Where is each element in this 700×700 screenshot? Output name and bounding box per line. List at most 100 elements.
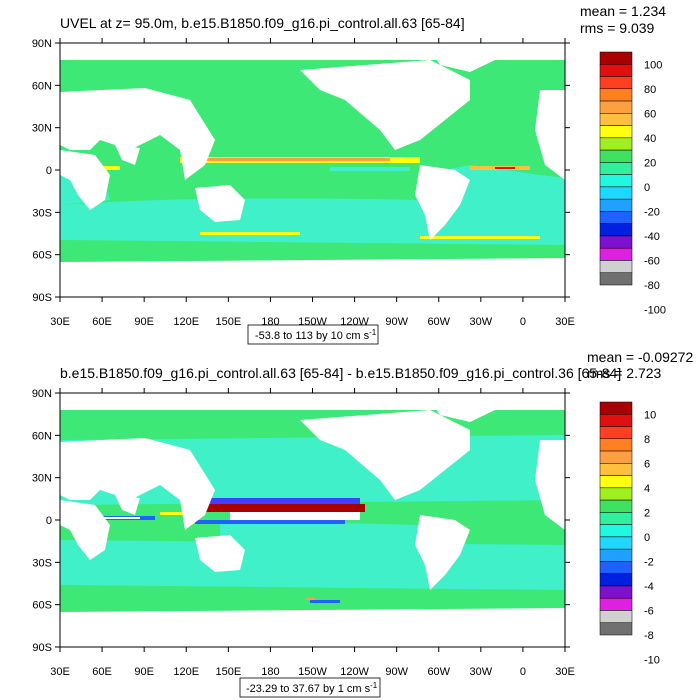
lon-label: 30E <box>50 666 70 678</box>
colorbar-label: -80 <box>644 280 660 292</box>
lat-label: 60N <box>32 80 52 92</box>
colorbar-swatch <box>599 137 633 151</box>
colorbar: 100 80 60 40 20 0 -20 -40 -60 -80 -100 <box>599 51 666 317</box>
colorbar-label: 100 <box>644 59 662 71</box>
colorbar-swatch <box>599 149 633 163</box>
colorbar: 10 8 6 4 2 0 -2 -4 -6 -8 -10 <box>599 401 660 667</box>
stats-mean: mean = -0.09272 <box>587 349 693 365</box>
colorbar-label: -40 <box>644 231 660 243</box>
map-field <box>60 393 565 647</box>
range-box <box>247 324 379 345</box>
lon-label: 120E <box>173 316 199 328</box>
colorbar-swatch <box>599 622 633 636</box>
colorbar-label: 20 <box>644 157 656 169</box>
colorbar-swatch <box>599 438 633 452</box>
colorbar-swatch <box>599 548 633 562</box>
lon-label: 120E <box>173 666 199 678</box>
lon-label: 60E <box>92 666 112 678</box>
lon-label: 90E <box>134 666 154 678</box>
lon-label: 90W <box>385 316 408 328</box>
colorbar-swatch <box>599 186 633 200</box>
lat-label: 30N <box>32 123 52 135</box>
colorbar-label: -20 <box>644 206 660 218</box>
panel-title: UVEL at z= 95.0m, b.e15.B1850.f09_g16.pi… <box>60 15 465 31</box>
colorbar-swatch <box>599 198 633 212</box>
stats-rms: rms = 9.039 <box>580 20 655 36</box>
colorbar-swatch <box>599 223 633 237</box>
colorbar-label: 0 <box>644 182 650 194</box>
colorbar-swatch <box>599 260 633 273</box>
colorbar-swatch <box>599 64 633 77</box>
colorbar-swatch <box>599 174 633 188</box>
colorbar-label: -8 <box>644 630 654 642</box>
colorbar-swatch <box>599 247 633 261</box>
lon-label: 180 <box>261 666 279 678</box>
lat-label: 60N <box>32 430 52 442</box>
lon-label: 30W <box>470 666 493 678</box>
colorbar-swatch <box>599 162 633 175</box>
colorbar-swatch <box>599 113 633 126</box>
colorbar-swatch <box>599 51 633 65</box>
lat-label: 30S <box>32 557 52 569</box>
colorbar-label: 2 <box>644 507 650 519</box>
lat-label: 90S <box>32 642 52 654</box>
lat-label: 30N <box>32 473 52 485</box>
colorbar-swatch <box>599 235 633 249</box>
colorbar-label: 40 <box>644 133 656 145</box>
lat-label: 90S <box>32 292 52 304</box>
colorbar-label: 8 <box>644 434 650 446</box>
lon-label: 90E <box>134 316 154 328</box>
lat-label: 0 <box>46 165 52 177</box>
colorbar-swatch <box>599 536 633 550</box>
colorbar-swatch <box>599 426 633 440</box>
colorbar-swatch <box>599 463 633 476</box>
lon-label: 60W <box>427 666 450 678</box>
lon-label: 0 <box>520 666 526 678</box>
colorbar-swatch <box>599 211 633 224</box>
colorbar-swatch <box>599 499 633 513</box>
colorbar-label: 10 <box>644 409 656 421</box>
lat-label: 90N <box>32 38 52 50</box>
colorbar-swatch <box>599 76 633 90</box>
colorbar-swatch <box>599 585 633 599</box>
lat-label: 30S <box>32 207 52 219</box>
panel-top: UVEL at z= 95.0m, b.e15.B1850.f09_g16.pi… <box>32 3 666 345</box>
range-label: -23.29 to 37.67 by 1 cm s-1 <box>246 681 378 695</box>
stats-mean: mean = 1.234 <box>580 3 666 19</box>
lon-label: 90W <box>385 666 408 678</box>
lon-label: 60E <box>92 316 112 328</box>
colorbar-swatch <box>599 487 633 501</box>
colorbar-swatch <box>599 597 633 611</box>
colorbar-swatch <box>599 88 633 102</box>
lon-label: 120W <box>340 666 369 678</box>
colorbar-label: -100 <box>644 305 666 317</box>
colorbar-swatch <box>599 100 633 114</box>
colorbar-swatch <box>599 272 633 286</box>
lon-label: 30E <box>555 316 575 328</box>
range-box <box>239 677 381 698</box>
colorbar-label: -2 <box>644 556 654 568</box>
lon-label: 30E <box>555 666 575 678</box>
panel-bottom: b.e15.B1850.f09_g16.pi_control.all.63 [6… <box>32 349 693 698</box>
lon-label: 30W <box>470 316 493 328</box>
lat-label: 0 <box>46 515 52 527</box>
colorbar-label: 6 <box>644 458 650 470</box>
colorbar-swatch <box>599 610 633 623</box>
colorbar-label: 4 <box>644 483 650 495</box>
colorbar-swatch <box>599 475 633 489</box>
colorbar-swatch <box>599 512 633 525</box>
range-label: -53.8 to 113 by 10 cm s-1 <box>255 328 377 342</box>
colorbar-label: 60 <box>644 108 656 120</box>
colorbar-swatch <box>599 450 633 464</box>
colorbar-label: 0 <box>644 532 650 544</box>
lat-label: 90N <box>32 388 52 400</box>
colorbar-label: 80 <box>644 84 656 96</box>
stats-rms: rms = 2.723 <box>587 365 662 381</box>
colorbar-label: -10 <box>644 655 660 667</box>
colorbar-swatch <box>599 573 633 587</box>
colorbar-label: -60 <box>644 255 660 267</box>
colorbar-swatch <box>599 524 633 538</box>
